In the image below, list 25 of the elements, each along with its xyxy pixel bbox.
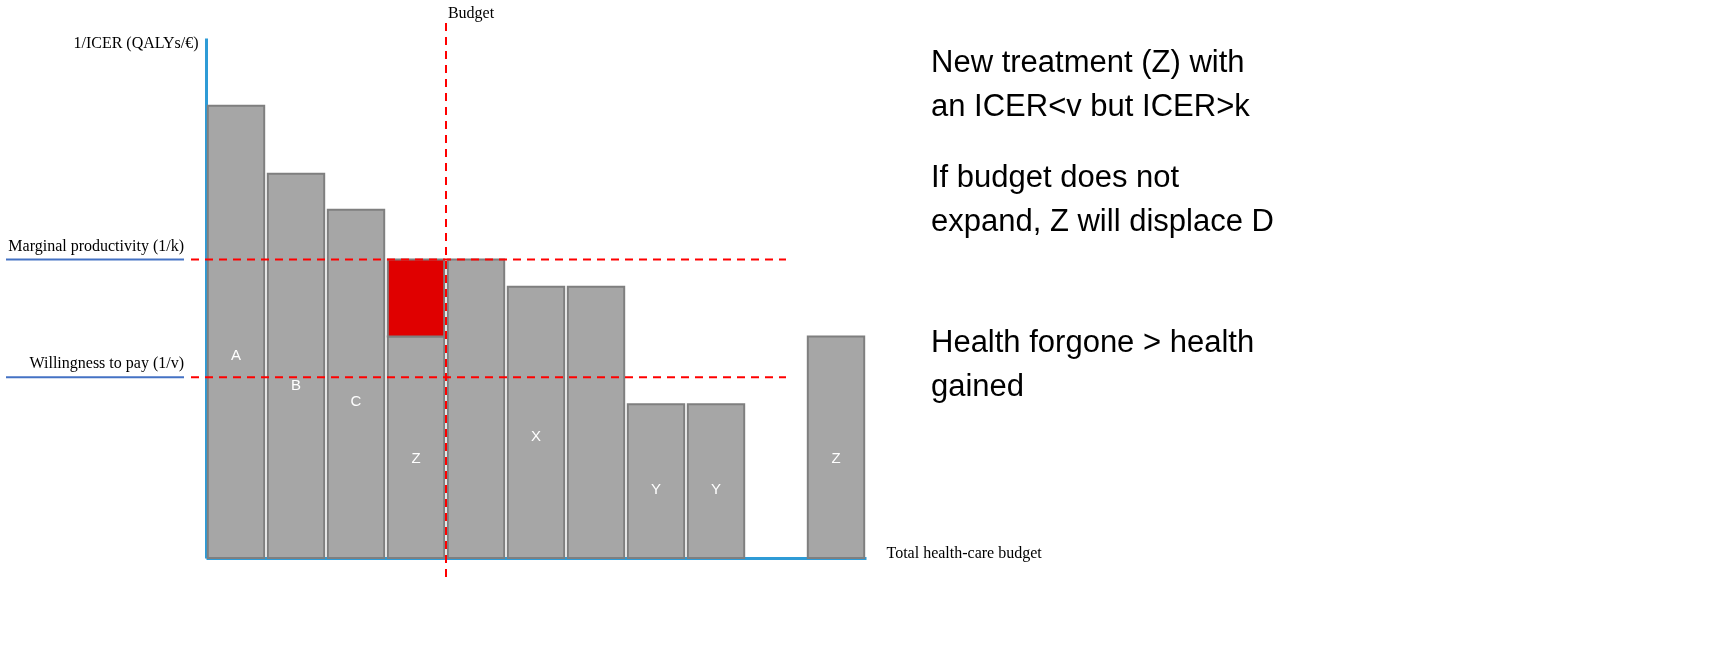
ref-line-label: Marginal productivity (1/k) bbox=[8, 236, 184, 255]
bar bbox=[206, 104, 266, 559]
x-tick-label: X bbox=[530, 426, 542, 444]
bar bbox=[266, 172, 326, 559]
x-axis-title: Total health-care budget bbox=[886, 543, 1043, 562]
x-tick-label: Y bbox=[710, 479, 722, 497]
x-tick-label: B bbox=[290, 376, 302, 394]
text: New treatment (Z) with an ICER<v but ICER>k bbox=[931, 44, 1251, 123]
bar bbox=[326, 208, 386, 559]
x-tick-label: Z bbox=[411, 449, 421, 467]
bar bbox=[506, 285, 566, 559]
bar bbox=[566, 285, 626, 559]
text: Health forgone > health gained bbox=[931, 324, 1255, 403]
ref-line-label: Budget bbox=[447, 4, 495, 22]
bar bbox=[806, 335, 866, 559]
y-axis-title: 1/ICER (QALYs/€) bbox=[73, 33, 199, 52]
x-tick-label: C bbox=[350, 392, 362, 410]
x-tick-label: Z bbox=[831, 449, 841, 467]
bar bbox=[446, 258, 506, 559]
ref-line-label: Willingness to pay (1/v) bbox=[29, 354, 184, 373]
x-tick-label: Y bbox=[650, 479, 662, 497]
x-tick-label: A bbox=[230, 345, 242, 363]
text: If budget does not expand, Z will displace D bbox=[931, 159, 1274, 238]
bar bbox=[686, 403, 746, 559]
bar bbox=[626, 403, 686, 559]
